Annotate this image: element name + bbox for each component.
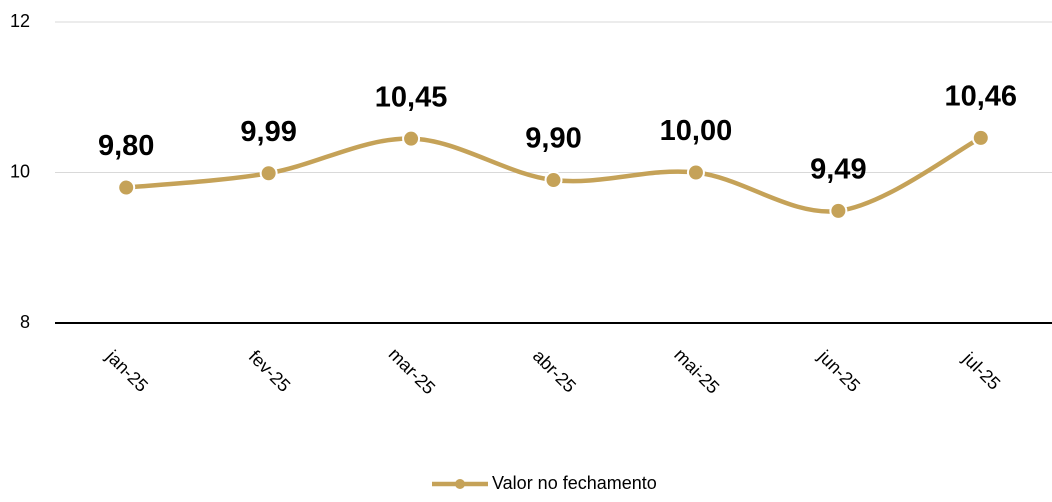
marker: [402, 129, 421, 148]
x-tick-label: abr-25: [529, 346, 580, 397]
x-tick-label: jan-25: [102, 346, 152, 396]
value-label: 10,00: [660, 115, 733, 147]
value-label: 10,46: [944, 81, 1017, 113]
x-tick-label: fev-25: [245, 346, 295, 396]
marker: [259, 164, 278, 183]
value-label: 9,49: [810, 154, 866, 186]
marker: [829, 201, 848, 220]
value-label: 9,99: [240, 116, 296, 148]
legend-label: Valor no fechamento: [492, 473, 657, 493]
x-tick-label: jul-25: [958, 348, 1004, 394]
y-tick-label: 12: [10, 11, 30, 31]
x-tick-label: jun-25: [814, 346, 864, 396]
y-tick-label: 10: [10, 161, 30, 181]
marker: [971, 128, 990, 147]
x-tick-label: mai-25: [670, 345, 723, 398]
marker: [686, 163, 705, 182]
marker: [117, 178, 136, 197]
value-label: 10,45: [375, 81, 448, 113]
legend-marker: [455, 479, 465, 489]
marker: [544, 171, 563, 190]
x-tick-label: mar-25: [385, 344, 439, 398]
value-label: 9,90: [525, 123, 581, 155]
value-label: 9,80: [98, 130, 154, 162]
y-tick-label: 8: [20, 312, 30, 332]
